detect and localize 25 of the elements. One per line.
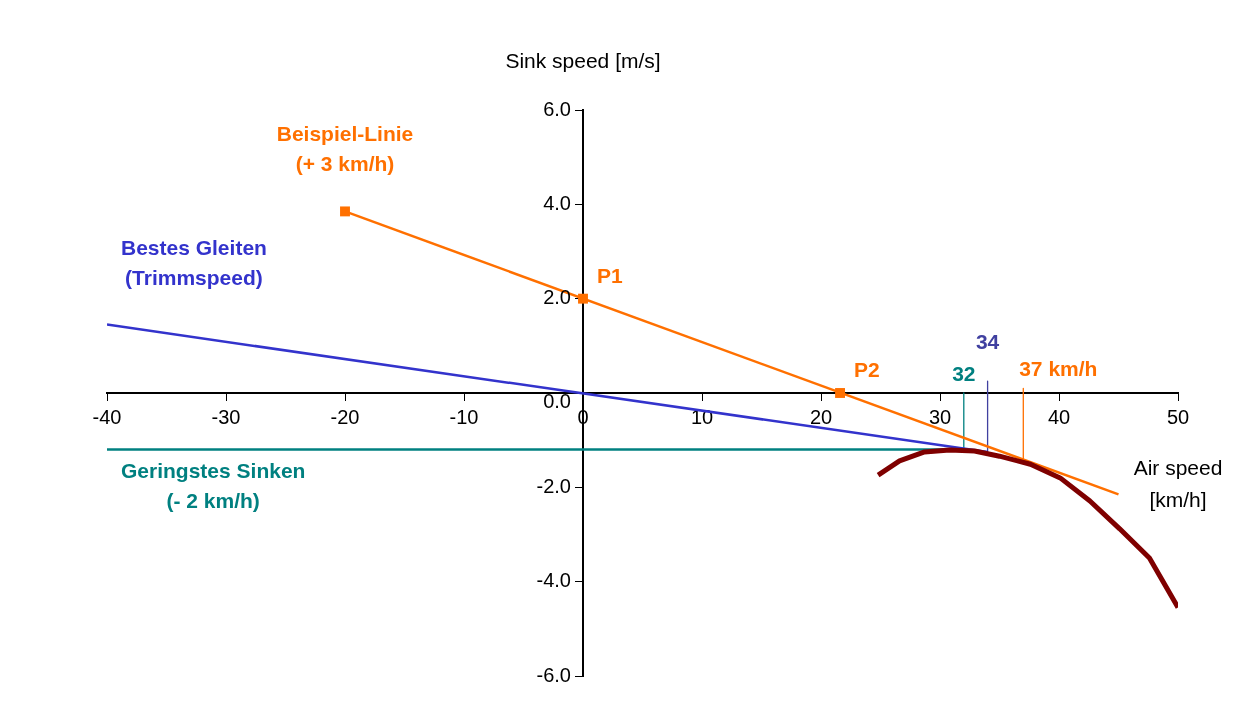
x-tick-label: -10 <box>449 405 479 428</box>
annotation: P2 <box>854 358 880 381</box>
x-tick-label: 30 <box>928 405 952 428</box>
y-tick-label: 4.0 <box>543 191 571 214</box>
y-tick-label: 2.0 <box>543 286 571 309</box>
x-tick-label: 40 <box>1047 405 1071 428</box>
x-tick-label: 20 <box>809 405 833 428</box>
y-tick-label: 0.0 <box>543 389 571 412</box>
annotation: 37 km/h <box>1019 357 1098 381</box>
annotation: P1 <box>597 263 624 287</box>
y-axis-title: Sink speed [m/s] <box>505 49 661 72</box>
x-axis-title: Air speed [km/h] <box>1133 456 1223 511</box>
y-tick-label: -6.0 <box>536 663 571 686</box>
y-tick-label: -2.0 <box>536 474 571 497</box>
x-tick-label: -30 <box>211 405 241 428</box>
series-label: Geringstes Sinken (- 2 km/h) <box>120 458 306 512</box>
y-tick-label: -4.0 <box>536 569 571 592</box>
text: Beispiel-Linie (+ 3 km/h) <box>276 122 414 176</box>
x-tick-label: 50 <box>1166 405 1190 428</box>
x-tick-label: -20 <box>330 405 360 428</box>
series-label: Bestes Gleiten (Trimmspeed) <box>120 235 267 289</box>
x-tick-label: -40 <box>92 405 122 428</box>
annotation: 32 <box>952 362 976 385</box>
y-tick-label: 6.0 <box>543 97 571 120</box>
annotation: 34 <box>975 330 1000 354</box>
